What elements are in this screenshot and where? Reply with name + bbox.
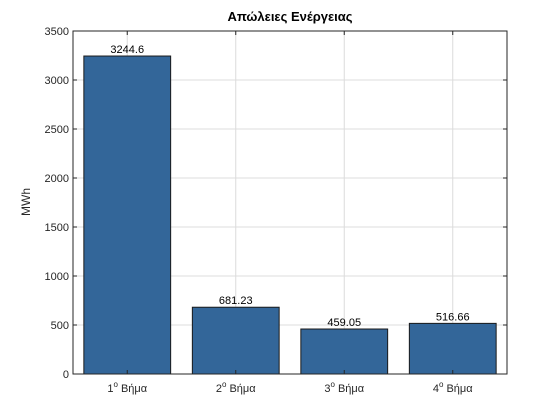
bar (83, 55, 172, 375)
y-tick-label: 3000 (45, 75, 69, 87)
x-tick-superscript: o (114, 380, 119, 389)
x-tick-word: Βήμα (229, 383, 256, 395)
y-tick-label: 3500 (45, 26, 69, 38)
x-tick-label: 1o Βήμα (107, 380, 147, 395)
x-tick-word: Βήμα (446, 383, 473, 395)
x-tick-number: 1 (107, 383, 113, 395)
x-tick-label: 2o Βήμα (216, 380, 256, 395)
bar-value-label: 681.23 (219, 295, 253, 307)
bar-value-label: 459.05 (327, 317, 361, 329)
y-tick-label: 2500 (45, 124, 69, 136)
x-tick-superscript: o (331, 380, 336, 389)
y-tick-label: 1000 (45, 271, 69, 283)
y-tick-label: 0 (63, 369, 69, 381)
bar (408, 322, 497, 375)
y-tick-label: 500 (51, 320, 69, 332)
x-tick-superscript: o (222, 380, 227, 389)
chart-title: Απώλειες Ενέργειας (227, 9, 352, 24)
bars: 3244.6 681.23 459.05 516.66 (83, 44, 497, 375)
bar (191, 306, 280, 375)
x-tick-word: Βήμα (338, 383, 365, 395)
plot-frame (72, 30, 508, 375)
x-tick-superscript: o (439, 380, 444, 389)
bar-value-label: 516.66 (436, 311, 470, 323)
x-tick-label: 3o Βήμα (324, 380, 364, 395)
x-tick-label: 4o Βήμα (433, 380, 473, 395)
bar (300, 328, 389, 375)
x-tick-number: 4 (433, 383, 439, 395)
x-tick-number: 3 (324, 383, 330, 395)
x-tick-word: Βήμα (121, 383, 148, 395)
y-axis-label: MWh (19, 188, 33, 216)
y-tick-label: 1500 (45, 222, 69, 234)
x-tick-number: 2 (216, 383, 222, 395)
bar-value-label: 3244.6 (110, 44, 144, 56)
y-tick-label: 2000 (45, 173, 69, 185)
